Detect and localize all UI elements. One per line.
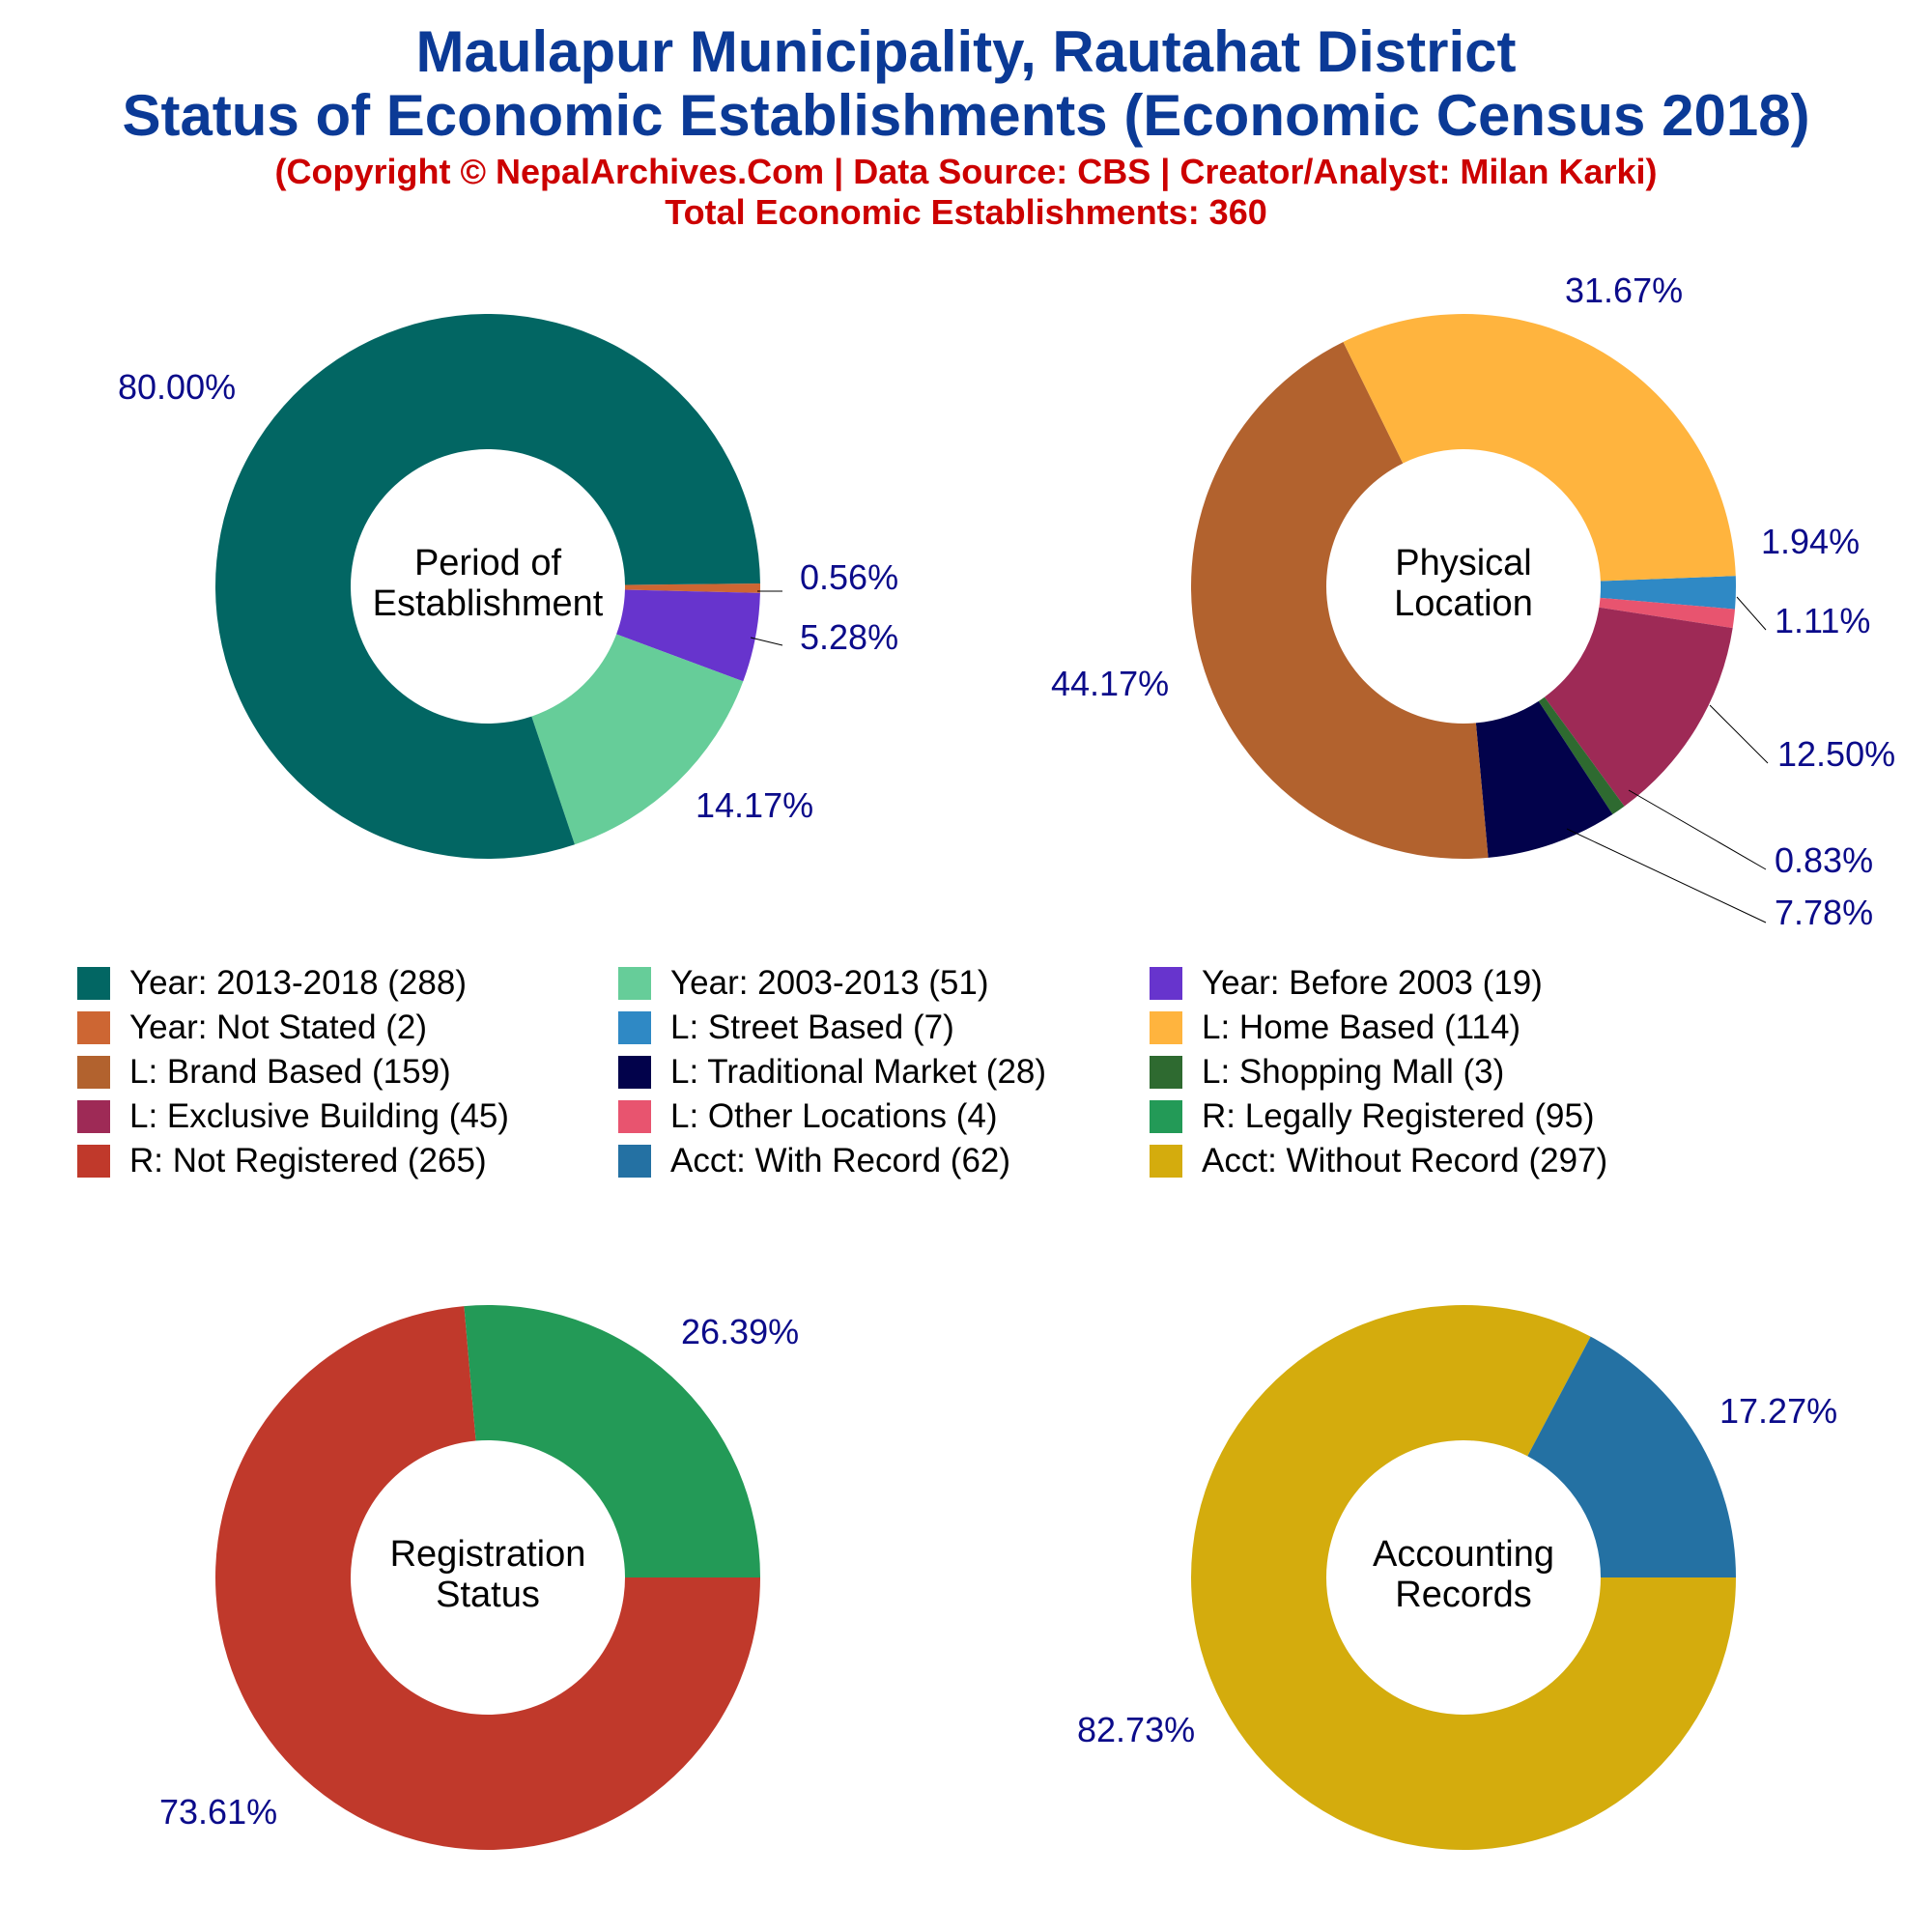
donut-slice <box>624 583 760 593</box>
donut-slice <box>531 634 744 845</box>
legend-label: L: Traditional Market (28) <box>670 1053 1047 1091</box>
legend-item: Year: 2003-2013 (51) <box>618 964 989 1003</box>
legend-swatch <box>77 1100 110 1133</box>
donut-center-label: Accounting <box>1373 1534 1554 1575</box>
legend-swatch <box>1150 1100 1182 1133</box>
legend-label: L: Home Based (114) <box>1202 1009 1521 1046</box>
donut-center-label: Establishment <box>373 583 604 624</box>
slice-percent-label: 12.50% <box>1777 734 1895 774</box>
slice-percent-label: 26.39% <box>681 1312 799 1351</box>
legend-label: Year: Before 2003 (19) <box>1202 964 1543 1002</box>
donut-center-label: Records <box>1395 1575 1532 1615</box>
legend-item: L: Shopping Mall (3) <box>1150 1053 1504 1092</box>
legend-swatch <box>618 1145 651 1178</box>
legend-swatch <box>618 1056 651 1089</box>
slice-percent-label: 80.00% <box>118 367 236 407</box>
slice-percent-label: 31.67% <box>1565 270 1683 310</box>
donut-slice <box>1527 1336 1736 1577</box>
legend-label: L: Brand Based (159) <box>129 1053 451 1091</box>
slice-percent-label: 1.11% <box>1775 601 1870 640</box>
donut-slice <box>616 589 760 682</box>
slice-percent-label: 44.17% <box>1051 664 1169 703</box>
donut-slice <box>1600 576 1736 610</box>
slice-percent-label: 7.78% <box>1775 893 1873 932</box>
slice-percent-label: 73.61% <box>159 1792 277 1832</box>
legend-item: Year: 2013-2018 (288) <box>77 964 467 1003</box>
legend-swatch <box>618 1011 651 1044</box>
legend-label: Acct: With Record (62) <box>670 1142 1011 1179</box>
donut-center-label: Period of <box>414 543 562 583</box>
label-leader-line <box>1709 704 1769 764</box>
donut-slice <box>1343 314 1736 582</box>
legend-item: L: Home Based (114) <box>1150 1009 1520 1047</box>
donut-slice <box>214 313 760 859</box>
legend-swatch <box>618 1100 651 1133</box>
legend-item: Acct: Without Record (297) <box>1150 1142 1607 1180</box>
donut-slice <box>1544 607 1733 807</box>
donut-slice <box>1475 700 1613 858</box>
legend-swatch <box>1150 967 1182 1000</box>
donut-chart: 0.56% 5.28% 14.17% 80.00% Period ofEstablish… <box>118 313 898 859</box>
legend-label: Year: 2003-2013 (51) <box>670 964 989 1002</box>
donut-slice <box>1191 341 1489 859</box>
label-leader-line <box>750 637 783 646</box>
legend-item: L: Street Based (7) <box>618 1009 954 1047</box>
legend-item: L: Brand Based (159) <box>77 1053 451 1092</box>
subtitle-line1: (Copyright © NepalArchives.Com | Data So… <box>274 152 1658 191</box>
donut-center-label: Physical <box>1395 543 1532 583</box>
legend-item: Year: Not Stated (2) <box>77 1009 427 1047</box>
slice-percent-label: 0.83% <box>1775 840 1873 880</box>
donut-center-label: Status <box>436 1575 540 1615</box>
label-leader-line <box>1566 828 1767 923</box>
subtitle-line2: Total Economic Establishments: 360 <box>665 192 1267 232</box>
legend-label: R: Not Registered (265) <box>129 1142 487 1179</box>
slice-percent-label: 1.94% <box>1761 522 1860 561</box>
legend-item: Year: Before 2003 (19) <box>1150 964 1543 1003</box>
legend-swatch <box>1150 1011 1182 1044</box>
legend-label: R: Legally Registered (95) <box>1202 1097 1595 1135</box>
legend-swatch <box>77 1011 110 1044</box>
legend-label: Year: 2013-2018 (288) <box>129 964 467 1002</box>
legend-item: R: Legally Registered (95) <box>1150 1097 1595 1136</box>
slice-percent-label: 14.17% <box>696 785 813 825</box>
donut-center-label: Registration <box>390 1534 586 1575</box>
legend-swatch <box>77 1145 110 1178</box>
legend-item: L: Exclusive Building (45) <box>77 1097 509 1136</box>
legend-swatch <box>1150 1056 1182 1089</box>
legend-item: R: Not Registered (265) <box>77 1142 487 1180</box>
slice-percent-label: 5.28% <box>800 617 898 657</box>
legend-swatch <box>77 1056 110 1089</box>
slice-percent-label: 0.56% <box>800 557 898 597</box>
donut-slice <box>464 1305 760 1577</box>
legend-label: L: Street Based (7) <box>670 1009 954 1046</box>
legend-swatch <box>77 967 110 1000</box>
legend-swatch <box>618 967 651 1000</box>
title-line1: Maulapur Municipality, Rautahat District <box>415 19 1517 84</box>
legend-label: L: Other Locations (4) <box>670 1097 998 1135</box>
title-line2: Status of Economic Establishments (Econo… <box>122 83 1810 148</box>
donut-center-label: Location <box>1394 583 1533 624</box>
donut-chart: 1.94% 1.11% 12.50% 0.83% 7.78% 44.17% 31.67% Ph… <box>1051 270 1895 932</box>
donut-slice <box>1599 597 1736 629</box>
legend-label: L: Exclusive Building (45) <box>129 1097 509 1135</box>
donut-slice <box>1538 696 1625 814</box>
label-leader-line <box>1628 789 1767 870</box>
legend-item: L: Other Locations (4) <box>618 1097 998 1136</box>
legend-swatch <box>1150 1145 1182 1178</box>
slice-percent-label: 17.27% <box>1719 1391 1837 1431</box>
donut-slice <box>1191 1304 1736 1850</box>
donut-slice <box>214 1306 760 1850</box>
legend-label: Acct: Without Record (297) <box>1202 1142 1608 1179</box>
label-leader-line <box>1736 596 1767 631</box>
legend-item: L: Traditional Market (28) <box>618 1053 1046 1092</box>
legend-label: L: Shopping Mall (3) <box>1202 1053 1505 1091</box>
slice-percent-label: 82.73% <box>1077 1710 1195 1749</box>
legend-item: Acct: With Record (62) <box>618 1142 1010 1180</box>
legend-label: Year: Not Stated (2) <box>129 1009 428 1046</box>
